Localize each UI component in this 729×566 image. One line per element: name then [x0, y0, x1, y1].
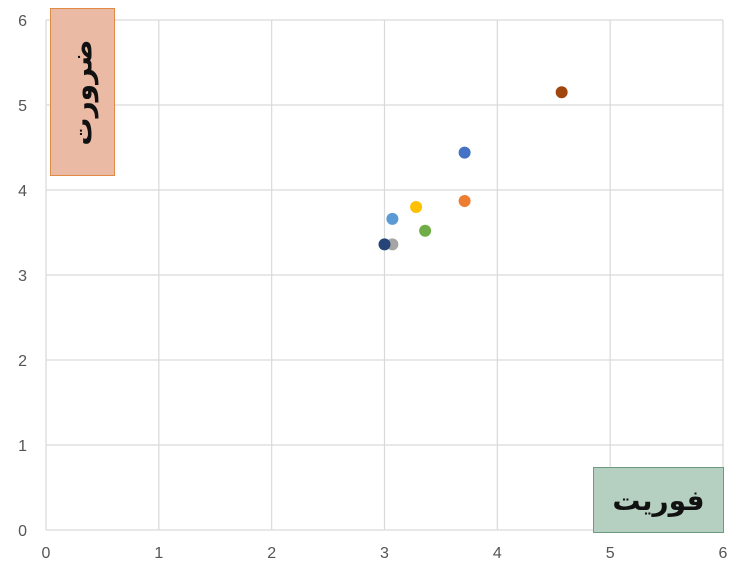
y-tick-label: 5: [18, 98, 27, 115]
y-tick-label: 4: [18, 183, 27, 200]
data-point: [386, 212, 399, 225]
data-point: [410, 201, 423, 213]
data-point: [378, 238, 391, 251]
y-tick-label: 3: [18, 268, 27, 285]
x-tick-label: 5: [606, 545, 615, 562]
x-tick-label: 0: [42, 545, 51, 562]
y-tick-label: 1: [18, 438, 27, 455]
y-axis-label: ضرورت: [66, 38, 100, 146]
y-axis-label-box: ضرورت: [50, 8, 115, 176]
x-tick-label: 3: [380, 545, 389, 562]
data-point: [458, 195, 471, 208]
y-tick-label: 6: [18, 13, 27, 30]
x-axis-label-box: فوریت: [593, 467, 724, 533]
x-tick-label: 6: [719, 545, 728, 562]
grid: [45, 19, 724, 531]
x-tick-label: 4: [493, 545, 502, 562]
data-point: [419, 224, 432, 237]
data-point: [555, 86, 568, 99]
y-tick-label: 2: [18, 353, 27, 370]
data-points: [378, 86, 568, 251]
tick-labels: 0 1 2 3 4 5 6 0 1 2 3 4 5 6: [18, 13, 727, 562]
x-tick-label: 2: [267, 545, 276, 562]
y-tick-label: 0: [18, 523, 27, 540]
x-tick-label: 1: [154, 545, 163, 562]
data-point: [458, 146, 471, 159]
x-axis-label: فوریت: [612, 483, 705, 517]
